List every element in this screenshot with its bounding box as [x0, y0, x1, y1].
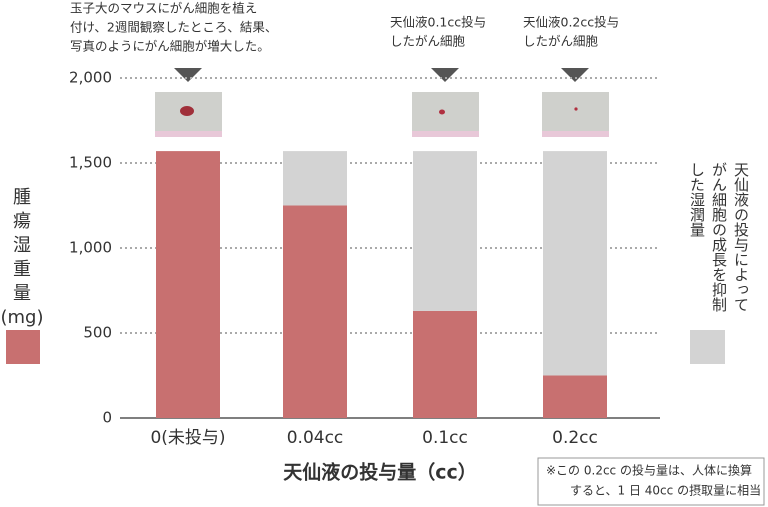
x-tick-label: 0.04cc [287, 428, 344, 448]
x-tick-label: 0(未投与) [150, 428, 225, 448]
pointer [561, 68, 589, 82]
bar-segment [543, 375, 607, 418]
legend-swatch [6, 330, 40, 364]
pointer [431, 68, 459, 82]
photo-ruler [542, 131, 609, 137]
legend-label: 腫瘍湿重量(mg) [0, 187, 43, 328]
y-tick-label: 500 [83, 324, 112, 342]
legend-label-box: 天仙液の投与によってがん細胞の成長を抑制した湿潤量 [688, 162, 750, 312]
x-tick-label: 0.2cc [552, 428, 598, 448]
photo-ruler [412, 131, 479, 137]
bar-segment [543, 151, 607, 376]
photo-tumor [180, 106, 194, 116]
annotation: 写真のようにがん細胞が増大した。 [70, 39, 270, 54]
annotation: 玉子大のマウスにがん細胞を植え [70, 1, 257, 16]
note: すると、1 日 40cc の摂取量に相当 [570, 483, 761, 498]
photo-tumor [439, 109, 445, 115]
annotation: 天仙液0.1cc投与 [390, 15, 486, 30]
markers [174, 68, 589, 82]
bar-segment [413, 151, 477, 311]
photo-ruler [155, 131, 222, 137]
bar-segment [413, 310, 477, 418]
legend-swatch [690, 330, 725, 364]
annotation: 付け、2週間観察したところ、結果、 [70, 20, 277, 35]
annotation: したがん細胞 [523, 34, 599, 49]
annotation: したがん細胞 [390, 34, 466, 49]
photos [155, 92, 609, 137]
x-tick-label: 0.1cc [422, 428, 468, 448]
photo-tumor [574, 107, 578, 111]
photo [542, 92, 609, 137]
y-tick-label: 1,500 [69, 154, 112, 172]
legend-label: 天仙液の投与によってがん細胞の成長を抑制した湿潤量 [688, 162, 750, 312]
bar-segment [283, 205, 347, 418]
y-tick-label: 0 [102, 409, 112, 427]
note: ※この 0.2cc の投与量は、人体に換算 [546, 463, 752, 478]
y-tick-label: 1,000 [69, 239, 112, 257]
y-tick-label: 2,000 [69, 69, 112, 87]
annotation: 天仙液0.2cc投与 [523, 15, 619, 30]
note-box [537, 457, 765, 506]
photo [412, 92, 479, 137]
pointer [174, 68, 202, 82]
bar-segment [283, 151, 347, 206]
x-axis-label: 天仙液の投与量（cc） [283, 461, 477, 484]
bar-segment [156, 151, 220, 418]
